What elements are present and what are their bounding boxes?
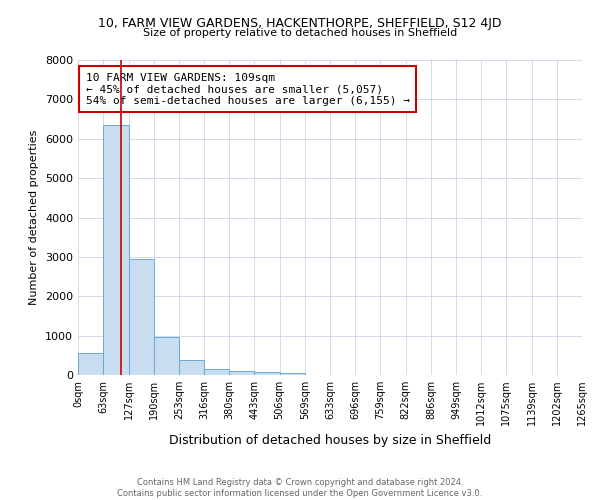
Bar: [154, 337, 179, 375]
Bar: [280, 373, 305, 375]
Bar: [229, 371, 254, 375]
Text: 10 FARM VIEW GARDENS: 109sqm
← 45% of detached houses are smaller (5,057)
54% of: 10 FARM VIEW GARDENS: 109sqm ← 45% of de…: [86, 72, 410, 106]
Bar: [128, 259, 154, 375]
X-axis label: Distribution of detached houses by size in Sheffield: Distribution of detached houses by size …: [169, 434, 491, 446]
Bar: [254, 372, 280, 375]
Y-axis label: Number of detached properties: Number of detached properties: [29, 130, 40, 305]
Text: Size of property relative to detached houses in Sheffield: Size of property relative to detached ho…: [143, 28, 457, 38]
Bar: [204, 369, 229, 375]
Bar: [179, 360, 204, 375]
Text: 10, FARM VIEW GARDENS, HACKENTHORPE, SHEFFIELD, S12 4JD: 10, FARM VIEW GARDENS, HACKENTHORPE, SHE…: [98, 18, 502, 30]
Text: Contains HM Land Registry data © Crown copyright and database right 2024.
Contai: Contains HM Land Registry data © Crown c…: [118, 478, 482, 498]
Bar: [103, 125, 128, 375]
Bar: [78, 353, 103, 375]
